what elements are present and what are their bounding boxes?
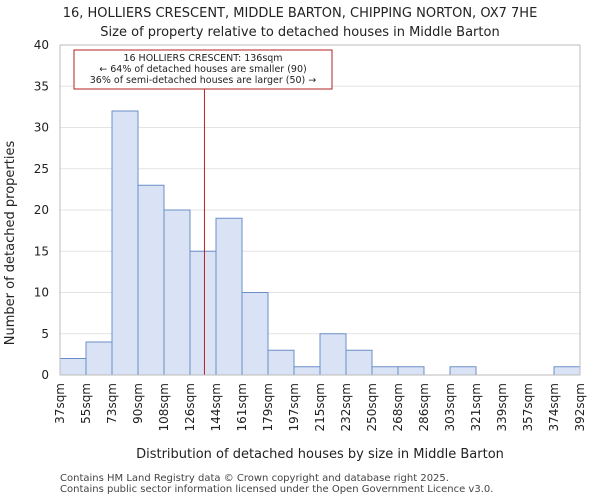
y-tick-label: 20 [34, 203, 49, 217]
bar-161sqm [241, 292, 269, 376]
annotation-box: 16 HOLLIERS CRESCENT: 136sqm ← 64% of de… [73, 49, 333, 90]
bar-232sqm [345, 349, 373, 376]
bar-73sqm [111, 110, 139, 376]
x-tick-label: 73sqm [105, 383, 119, 424]
y-tick-label: 10 [34, 286, 49, 300]
footer-licence: Contains public sector information licen… [60, 484, 494, 495]
bar-215sqm [319, 333, 347, 376]
bar-108sqm [163, 209, 191, 376]
x-tick-label: 303sqm [443, 383, 457, 431]
bar-55sqm [85, 341, 113, 376]
x-tick-label: 392sqm [573, 383, 587, 431]
bar-250sqm [371, 366, 399, 376]
x-tick-label: 250sqm [365, 383, 379, 431]
x-axis-label: Distribution of detached houses by size … [136, 447, 504, 462]
annotation-line-2: ← 64% of detached houses are smaller (90… [99, 64, 306, 75]
x-tick-label: 339sqm [495, 383, 509, 431]
y-tick-label: 35 [34, 79, 49, 93]
bar-268sqm [397, 366, 425, 376]
y-tick-label: 0 [41, 368, 49, 382]
x-tick-label: 144sqm [209, 383, 223, 431]
annotation-line-1: 16 HOLLIERS CRESCENT: 136sqm [123, 53, 282, 64]
x-tick-label: 268sqm [391, 383, 405, 431]
chart-subtitle: Size of property relative to detached ho… [100, 25, 499, 40]
x-tick-label: 108sqm [157, 383, 171, 431]
x-tick-label: 179sqm [261, 383, 275, 431]
y-tick-label: 25 [34, 162, 49, 176]
bar-197sqm [293, 366, 321, 376]
x-tick-label: 126sqm [183, 383, 197, 431]
x-axis-ticks: 37sqm 55sqm 73sqm 90sqm 108sqm 126sqm 144sqm 16… [53, 383, 587, 431]
x-tick-label: 90sqm [131, 383, 145, 424]
x-tick-label: 55sqm [79, 383, 93, 424]
y-tick-label: 5 [41, 327, 49, 341]
x-tick-label: 321sqm [469, 383, 483, 431]
y-tick-label: 15 [34, 244, 49, 258]
bar-144sqm [215, 217, 243, 376]
y-axis-label: Number of detached properties [3, 141, 18, 346]
x-tick-label: 286sqm [417, 383, 431, 431]
bar-126sqm [189, 250, 217, 376]
y-tick-label: 30 [34, 121, 49, 135]
chart-title: 16, HOLLIERS CRESCENT, MIDDLE BARTON, CH… [63, 6, 538, 21]
x-tick-label: 161sqm [235, 383, 249, 431]
bar-374sqm [553, 366, 581, 376]
x-tick-label: 215sqm [313, 383, 327, 431]
bars [59, 110, 581, 376]
bar-90sqm [137, 184, 165, 376]
bar-303sqm [449, 366, 477, 376]
footer-copyright: Contains HM Land Registry data © Crown c… [60, 473, 449, 484]
plot-area [59, 44, 581, 376]
x-tick-label: 37sqm [53, 383, 67, 424]
y-tick-label: 40 [34, 38, 49, 52]
x-tick-label: 357sqm [521, 383, 535, 431]
bar-37sqm [59, 358, 87, 376]
bar-179sqm [267, 349, 295, 376]
x-tick-label: 197sqm [287, 383, 301, 431]
annotation-border [73, 49, 333, 90]
x-tick-label: 374sqm [547, 383, 561, 431]
x-tick-label: 232sqm [339, 383, 353, 431]
annotation-line-3: 36% of semi-detached houses are larger (… [90, 75, 317, 86]
y-axis-ticks: 0 5 10 15 20 25 30 35 40 [34, 38, 49, 382]
